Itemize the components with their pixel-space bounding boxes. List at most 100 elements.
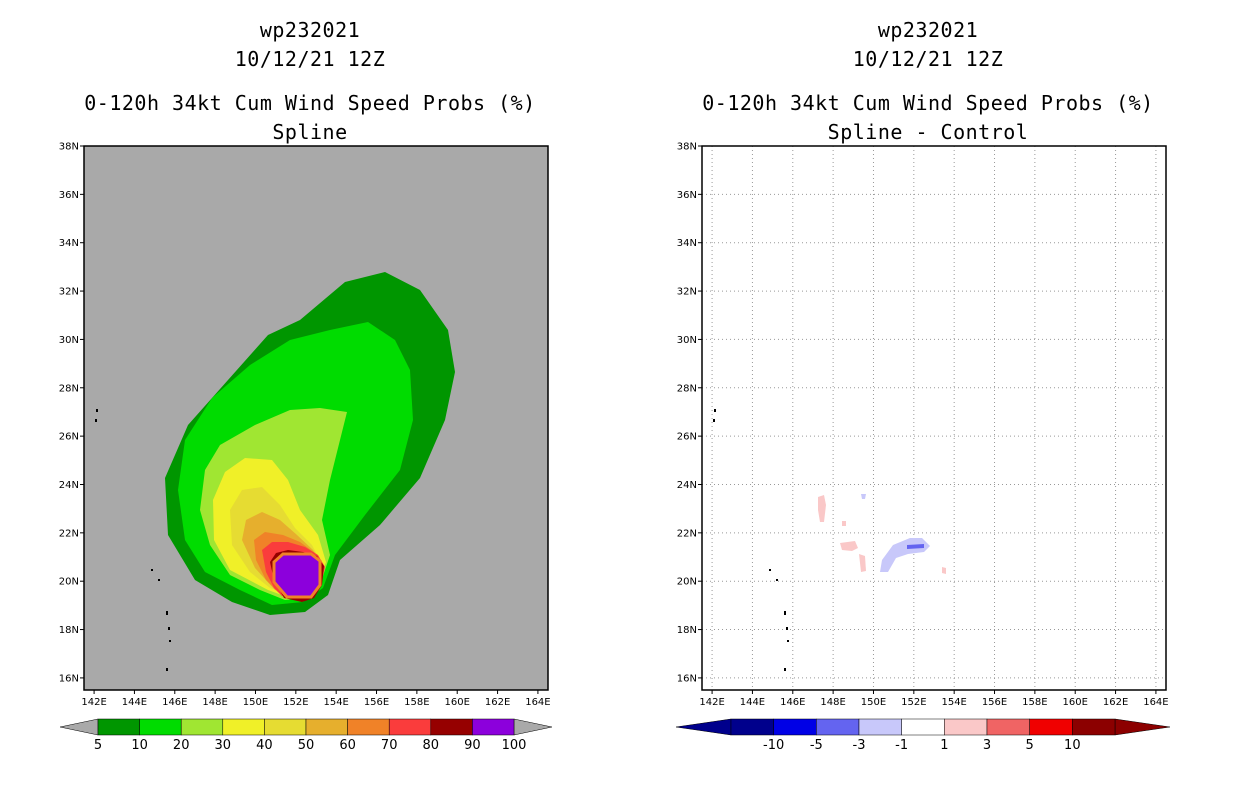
x-tick-label: 160E — [1063, 697, 1088, 708]
left-title-method: Spline — [272, 120, 348, 144]
colorbar-label: 30 — [215, 738, 232, 753]
colorbar-swatch — [944, 718, 988, 736]
colorbar-swatch — [388, 718, 432, 736]
colorbar-label: 5 — [94, 738, 102, 753]
colorbar-swatch — [180, 718, 224, 736]
colorbar-swatch — [139, 718, 182, 736]
colorbar-label: 1 — [940, 738, 948, 753]
left-title-product: 0-120h 34kt Cum Wind Speed Probs (%) — [84, 91, 536, 115]
x-tick-label: 154E — [323, 697, 348, 708]
colorbar-label: 20 — [173, 738, 190, 753]
y-tick-label: 28N — [677, 383, 697, 394]
colorbar-swatch — [901, 718, 945, 736]
contour-90 — [272, 552, 322, 599]
diff-positive-blob — [859, 554, 866, 572]
x-tick-label: 162E — [485, 697, 510, 708]
colorbar-label: 80 — [423, 738, 440, 753]
x-tick-label: 150E — [861, 697, 886, 708]
y-tick-label: 30N — [677, 335, 697, 346]
colorbar-label: -3 — [853, 738, 866, 753]
colorbar-swatch — [1072, 718, 1116, 736]
x-tick-label: 142E — [699, 697, 724, 708]
left-colorbar: 5 10 20 30 40 50 60 70 80 90 100 — [59, 718, 553, 753]
x-tick-label: 152E — [901, 697, 926, 708]
colorbar-label: 100 — [502, 738, 527, 753]
right-title-product: 0-120h 34kt Cum Wind Speed Probs (%) — [702, 91, 1154, 115]
x-tick-label: 162E — [1103, 697, 1128, 708]
y-tick-label: 38N — [677, 142, 697, 153]
right-map-panel: 142E 144E 146E 148E 150E 152E 154E 156E 158E 160E… — [677, 142, 1169, 709]
y-tick-label: 26N — [677, 432, 697, 443]
diff-positive-blob — [842, 521, 846, 526]
right-colorbar: -10 -5 -3 -1 1 3 5 10 — [675, 718, 1171, 753]
colorbar-label: 70 — [381, 738, 398, 753]
colorbar-label: 10 — [131, 738, 148, 753]
colorbar-label: 50 — [298, 738, 315, 753]
y-tick-label: 22N — [59, 528, 79, 539]
y-tick-label: 36N — [59, 190, 79, 201]
colorbar-left-arrow — [675, 718, 732, 736]
diff-negative-core — [907, 544, 924, 549]
x-tick-label: 156E — [364, 697, 389, 708]
y-tick-label: 16N — [677, 673, 697, 684]
right-y-axis: 16N 18N 20N 22N 24N 26N 28N 30N 32N 34N 36N 38N — [677, 142, 702, 684]
left-map-frame — [83, 145, 549, 691]
y-tick-label: 38N — [59, 142, 79, 153]
left-title-datetime: 10/12/21 12Z — [234, 47, 386, 71]
y-tick-label: 18N — [677, 625, 697, 636]
right-title-storm-id: wp232021 — [877, 18, 979, 42]
colorbar-label: 10 — [1064, 738, 1081, 753]
y-tick-label: 32N — [59, 287, 79, 298]
diff-positive-blob — [840, 541, 858, 551]
probability-contours — [165, 272, 455, 615]
left-title-storm-id: wp232021 — [259, 18, 361, 42]
islands — [95, 409, 171, 671]
y-tick-label: 26N — [59, 432, 79, 443]
colorbar-swatch — [986, 718, 1030, 736]
x-tick-label: 142E — [81, 697, 106, 708]
left-map-panel: 142E 144E 146E 148E 150E 152E 154E 156E 158E 160E… — [59, 142, 551, 709]
difference-contours — [818, 494, 946, 574]
colorbar-swatch — [347, 718, 390, 736]
colorbar-label: 90 — [464, 738, 481, 753]
colorbar-swatch — [430, 718, 473, 736]
x-tick-label: 152E — [283, 697, 308, 708]
colorbar-swatch — [264, 718, 307, 736]
x-tick-label: 154E — [941, 697, 966, 708]
y-tick-label: 30N — [59, 335, 79, 346]
x-tick-label: 156E — [982, 697, 1007, 708]
colorbar-label: -5 — [810, 738, 823, 753]
x-tick-label: 146E — [162, 697, 187, 708]
left-y-axis: 16N 18N 20N 22N 24N 26N 28N 30N 32N 34N 36N 38N — [59, 142, 84, 684]
colorbar-left-arrow — [59, 718, 99, 736]
y-tick-label: 20N — [59, 577, 79, 588]
right-title-datetime: 10/12/21 12Z — [852, 47, 1004, 71]
y-tick-label: 20N — [677, 577, 697, 588]
left-x-axis: 142E 144E 146E 148E 150E 152E 154E 156E 158E 160E… — [81, 690, 551, 708]
x-tick-label: 164E — [525, 697, 550, 708]
x-tick-label: 158E — [1022, 697, 1047, 708]
right-map-frame — [701, 145, 1167, 691]
diff-positive-blob — [942, 567, 946, 574]
colorbar-swatch — [816, 718, 860, 736]
y-tick-label: 34N — [677, 238, 697, 249]
x-tick-label: 148E — [820, 697, 845, 708]
diff-negative-blob — [861, 494, 866, 499]
y-tick-label: 24N — [677, 480, 697, 491]
colorbar-label: 3 — [983, 738, 991, 753]
colorbar-swatch — [305, 718, 348, 736]
colorbar-swatch — [858, 718, 902, 736]
colorbar-swatch — [472, 718, 515, 736]
x-tick-label: 160E — [445, 697, 470, 708]
islands — [713, 409, 789, 671]
colorbar-right-arrow — [1114, 718, 1171, 736]
y-tick-label: 24N — [59, 480, 79, 491]
x-tick-label: 144E — [122, 697, 147, 708]
colorbar-right-arrow — [513, 718, 553, 736]
y-tick-label: 34N — [59, 238, 79, 249]
colorbar-label: 60 — [339, 738, 356, 753]
diff-positive-blob — [818, 495, 826, 522]
colorbar-label: 5 — [1026, 738, 1034, 753]
y-tick-label: 28N — [59, 383, 79, 394]
colorbar-swatch — [222, 718, 265, 736]
